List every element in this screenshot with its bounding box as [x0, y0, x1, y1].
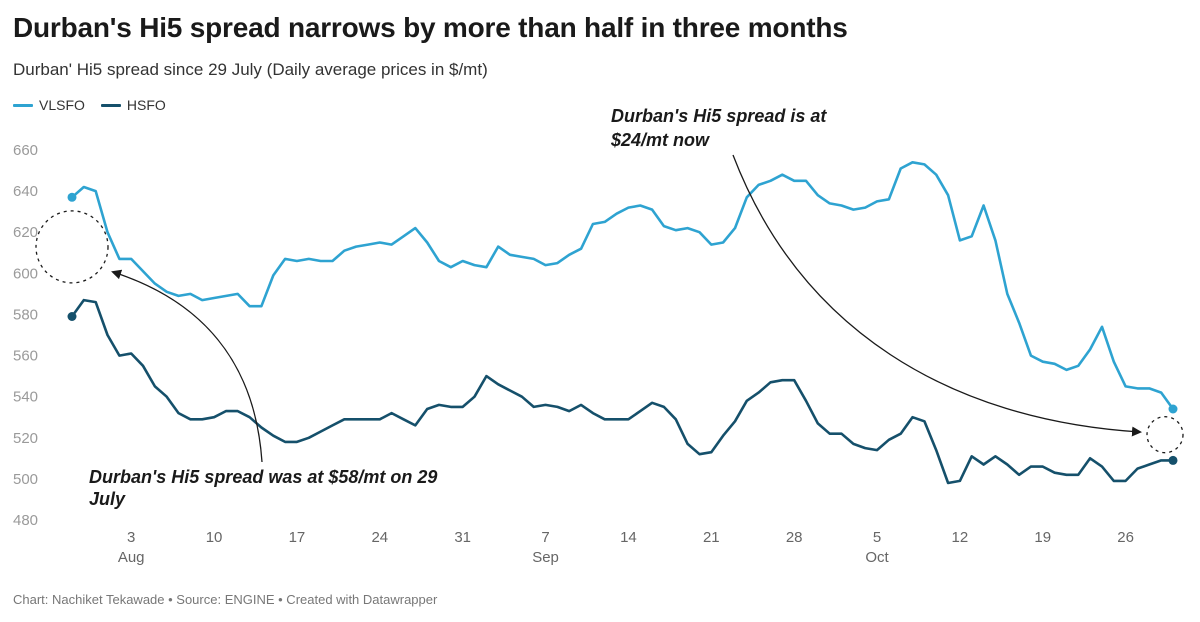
end-annotation-text: Durban's Hi5 spread is at $24/mt now: [610, 106, 827, 150]
x-tick-label: 5: [873, 529, 881, 546]
x-tick-month-label: Oct: [865, 549, 889, 566]
series-end-point-vlsfo: [1168, 404, 1178, 414]
legend-label-vlsfo: VLSFO: [39, 97, 85, 113]
annotation-line: $24/mt now: [610, 130, 710, 150]
annotation-line: Durban's Hi5 spread is at: [611, 106, 827, 126]
x-tick-label: 3: [127, 529, 135, 546]
y-tick-label: 640: [13, 183, 38, 200]
series-layer: [67, 161, 1178, 485]
chart-title: Durban's Hi5 spread narrows by more than…: [13, 12, 848, 43]
y-tick-label: 580: [13, 306, 38, 323]
series-line-vlsfo: [70, 161, 1175, 411]
y-tick-label: 520: [13, 430, 38, 447]
series-line-hsfo: [70, 298, 1175, 485]
legend-label-hsfo: HSFO: [126, 97, 166, 113]
legend-item-hsfo: HSFO: [100, 97, 166, 113]
y-tick-label: 540: [13, 389, 38, 406]
y-tick-label: 620: [13, 224, 38, 241]
annotation-line: July: [89, 489, 126, 509]
x-tick-label: 14: [620, 529, 637, 546]
legend-swatch-vlsfo: [13, 103, 33, 107]
legend-item-vlsfo: VLSFO: [13, 97, 85, 113]
series-start-point-vlsfo: [67, 192, 77, 202]
x-tick-label: 19: [1034, 529, 1051, 546]
y-tick-label: 480: [13, 512, 38, 529]
y-tick-label: 600: [13, 265, 38, 282]
line-chart: 480 500 520 540 560 580 600 620 640 660 3 Aug 10 17 2…: [13, 106, 1184, 566]
y-axis: 480 500 520 540 560 580 600 620 640 660: [13, 142, 38, 529]
y-tick-label: 560: [13, 348, 38, 365]
annotation-layer: Durban's Hi5 spread was at $58/mt on 29 J…: [35, 106, 1184, 509]
end-annotation-arrow: [732, 154, 1142, 437]
x-tick-label: 28: [786, 529, 803, 546]
start-annotation-arrow: [111, 269, 263, 463]
y-tick-label: 660: [13, 142, 38, 159]
legend-swatch-hsfo: [100, 103, 121, 107]
y-tick-label: 500: [13, 471, 38, 488]
x-tick-label: 7: [541, 529, 549, 546]
end-spread-circle: [1146, 416, 1184, 454]
chart-subtitle: Durban' Hi5 spread since 29 July (Daily …: [13, 60, 488, 79]
chart-footer: Chart: Nachiket Tekawade • Source: ENGIN…: [13, 592, 438, 607]
x-tick-label: 24: [371, 529, 388, 546]
start-annotation-text: Durban's Hi5 spread was at $58/mt on 29 J…: [89, 467, 437, 509]
x-tick-month-label: Sep: [532, 549, 559, 566]
x-tick-label: 10: [206, 529, 223, 546]
x-tick-label: 17: [289, 529, 306, 546]
series-end-point-hsfo: [1168, 455, 1178, 465]
x-tick-label: 21: [703, 529, 720, 546]
x-tick-month-label: Aug: [118, 549, 145, 566]
start-spread-circle: [35, 210, 109, 284]
x-tick-label: 26: [1117, 529, 1134, 546]
x-tick-label: 12: [952, 529, 969, 546]
legend: VLSFO HSFO: [13, 97, 166, 113]
x-tick-label: 31: [454, 529, 471, 546]
series-start-point-hsfo: [67, 312, 77, 321]
x-axis: 3 Aug 10 17 24 31 7 Sep 14 21 28 5 Oct 12 19 26: [118, 529, 1134, 566]
annotation-line: Durban's Hi5 spread was at $58/mt on 29: [89, 467, 437, 487]
